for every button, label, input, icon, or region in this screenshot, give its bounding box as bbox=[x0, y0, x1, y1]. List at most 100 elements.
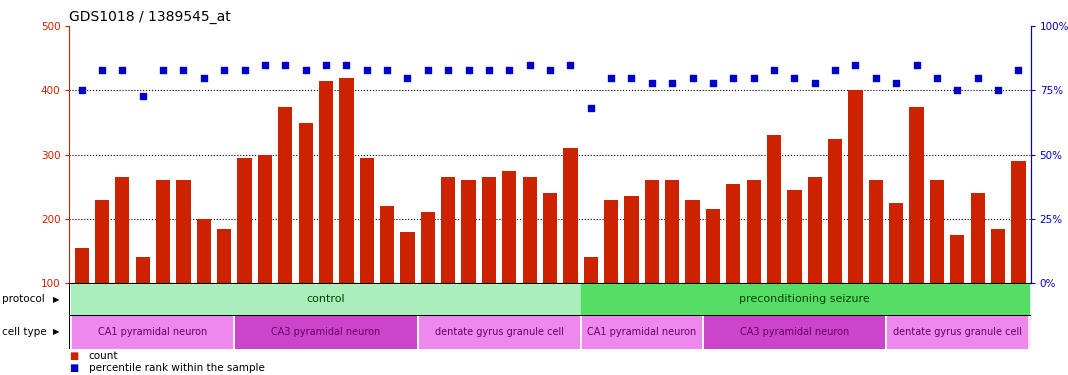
Point bbox=[948, 87, 965, 93]
Text: dentate gyrus granule cell: dentate gyrus granule cell bbox=[893, 327, 1022, 337]
Point bbox=[786, 75, 803, 81]
Bar bbox=[604, 200, 618, 347]
Point bbox=[155, 67, 172, 73]
Bar bbox=[971, 193, 985, 347]
Bar bbox=[95, 200, 109, 347]
Bar bbox=[1011, 161, 1025, 347]
Bar bbox=[703, 315, 886, 349]
Bar bbox=[889, 203, 904, 347]
Text: CA3 pyramidal neuron: CA3 pyramidal neuron bbox=[740, 327, 849, 337]
Bar bbox=[848, 90, 863, 347]
Bar bbox=[360, 158, 374, 347]
Point bbox=[725, 75, 742, 81]
Bar bbox=[441, 177, 455, 347]
Bar bbox=[625, 196, 639, 347]
Point bbox=[378, 67, 395, 73]
Point bbox=[969, 75, 986, 81]
Bar bbox=[72, 283, 581, 315]
Text: ▶: ▶ bbox=[53, 327, 60, 336]
Point bbox=[297, 67, 314, 73]
Point bbox=[501, 67, 518, 73]
Point bbox=[989, 87, 1006, 93]
Bar bbox=[418, 315, 581, 349]
Point bbox=[928, 75, 945, 81]
Point bbox=[440, 67, 457, 73]
Bar bbox=[400, 232, 414, 347]
Point bbox=[888, 80, 905, 86]
Bar bbox=[543, 193, 557, 347]
Point bbox=[806, 80, 823, 86]
Text: ▶: ▶ bbox=[53, 295, 60, 304]
Bar bbox=[340, 78, 354, 347]
Bar bbox=[257, 154, 272, 347]
Point bbox=[135, 93, 152, 99]
Bar bbox=[726, 184, 740, 347]
Point bbox=[663, 80, 680, 86]
Text: GDS1018 / 1389545_at: GDS1018 / 1389545_at bbox=[69, 10, 231, 24]
Point bbox=[1010, 67, 1027, 73]
Bar bbox=[910, 106, 924, 347]
Bar bbox=[787, 190, 801, 347]
Bar bbox=[581, 315, 703, 349]
Point bbox=[643, 80, 660, 86]
Bar bbox=[482, 177, 496, 347]
Point bbox=[358, 67, 375, 73]
Point bbox=[521, 62, 538, 68]
Point bbox=[847, 62, 864, 68]
Point bbox=[705, 80, 722, 86]
Bar bbox=[319, 81, 333, 347]
Bar bbox=[581, 283, 1028, 315]
Bar bbox=[747, 180, 760, 347]
Point bbox=[256, 62, 273, 68]
Text: CA3 pyramidal neuron: CA3 pyramidal neuron bbox=[271, 327, 380, 337]
Bar bbox=[522, 177, 537, 347]
Bar bbox=[115, 177, 129, 347]
Bar bbox=[197, 219, 211, 347]
Bar bbox=[72, 315, 234, 349]
Bar bbox=[237, 158, 252, 347]
Text: ■: ■ bbox=[69, 351, 79, 361]
Text: count: count bbox=[89, 351, 119, 361]
Bar bbox=[930, 180, 944, 347]
Point bbox=[114, 67, 131, 73]
Bar bbox=[645, 180, 659, 347]
Point bbox=[460, 67, 477, 73]
Text: protocol: protocol bbox=[2, 294, 45, 304]
Point bbox=[623, 75, 640, 81]
Point bbox=[94, 67, 111, 73]
Point bbox=[216, 67, 233, 73]
Point bbox=[602, 75, 619, 81]
Bar bbox=[380, 206, 394, 347]
Point bbox=[399, 75, 417, 81]
Bar bbox=[217, 228, 232, 347]
Bar bbox=[136, 257, 150, 347]
Text: ■: ■ bbox=[69, 363, 79, 373]
Text: preconditioning seizure: preconditioning seizure bbox=[739, 294, 870, 304]
Bar bbox=[886, 315, 1028, 349]
Text: CA1 pyramidal neuron: CA1 pyramidal neuron bbox=[98, 327, 207, 337]
Bar bbox=[563, 148, 578, 347]
Point bbox=[867, 75, 884, 81]
Bar bbox=[828, 139, 843, 347]
Point bbox=[766, 67, 783, 73]
Point bbox=[582, 105, 599, 111]
Point bbox=[195, 75, 213, 81]
Point bbox=[481, 67, 498, 73]
Bar bbox=[75, 248, 89, 347]
Point bbox=[908, 62, 925, 68]
Point bbox=[337, 62, 355, 68]
Point bbox=[420, 67, 437, 73]
Text: dentate gyrus granule cell: dentate gyrus granule cell bbox=[435, 327, 564, 337]
Bar bbox=[234, 315, 418, 349]
Point bbox=[317, 62, 334, 68]
Bar bbox=[991, 228, 1005, 347]
Text: cell type: cell type bbox=[2, 327, 47, 337]
Point bbox=[745, 75, 763, 81]
Bar bbox=[583, 257, 598, 347]
Bar bbox=[502, 171, 517, 347]
Bar bbox=[176, 180, 190, 347]
Bar bbox=[156, 180, 170, 347]
Point bbox=[827, 67, 844, 73]
Bar bbox=[299, 123, 313, 347]
Text: percentile rank within the sample: percentile rank within the sample bbox=[89, 363, 265, 373]
